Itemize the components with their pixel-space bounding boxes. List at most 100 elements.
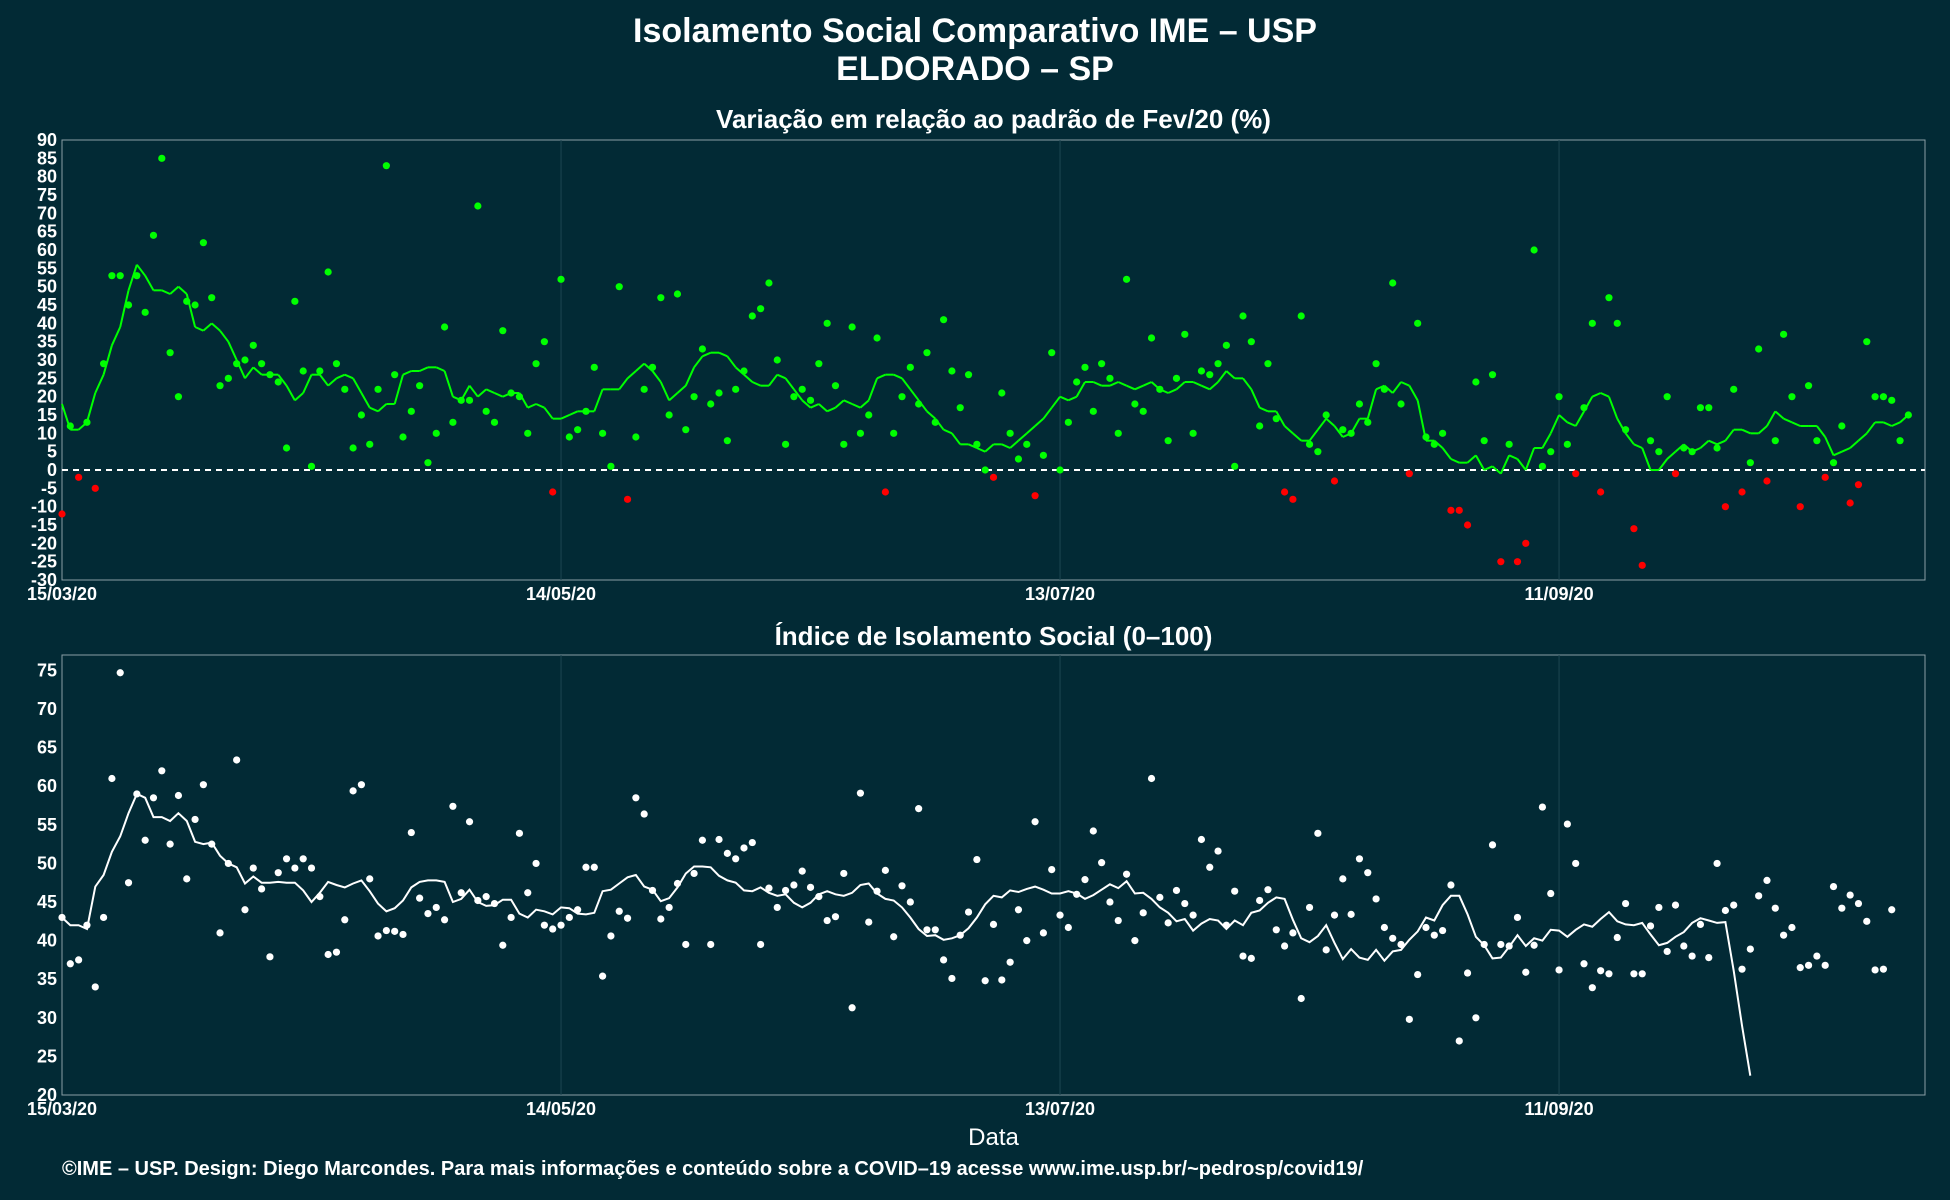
data-point xyxy=(657,294,665,302)
x-axis-label: Data xyxy=(968,1124,1019,1151)
data-point xyxy=(1430,440,1438,448)
moving-average-segment xyxy=(1217,370,1228,383)
moving-average-segment xyxy=(1308,429,1319,442)
data-point xyxy=(748,312,756,320)
data-point xyxy=(615,283,623,291)
y-tick-label: -5 xyxy=(41,478,57,498)
data-point xyxy=(1023,440,1031,448)
data-point xyxy=(1380,923,1388,932)
moving-average-segment xyxy=(943,428,953,435)
data-point xyxy=(457,396,465,404)
moving-average-segment xyxy=(319,374,329,387)
y-tick-label: -25 xyxy=(31,552,57,572)
panel-title: Variação em relação ao padrão de Fev/20 … xyxy=(716,104,1271,134)
moving-average-segment xyxy=(618,377,629,390)
data-point xyxy=(1197,835,1206,844)
data-point xyxy=(1821,473,1829,481)
data-point xyxy=(773,356,781,364)
data-point xyxy=(1114,916,1122,925)
y-tick-label: 75 xyxy=(37,660,57,680)
data-point xyxy=(1829,882,1838,891)
data-point xyxy=(1397,400,1405,408)
data-point xyxy=(1006,958,1014,966)
data-point xyxy=(1813,952,1821,960)
data-point xyxy=(1555,393,1563,401)
data-point xyxy=(1888,396,1896,404)
data-point xyxy=(590,363,598,371)
data-point xyxy=(1472,1014,1480,1022)
data-point xyxy=(873,334,881,342)
data-point xyxy=(1372,895,1380,903)
moving-average-segment xyxy=(1126,384,1136,391)
data-point xyxy=(1322,946,1330,954)
y-tick-label: 40 xyxy=(37,313,57,333)
data-point xyxy=(1197,367,1206,375)
moving-average-segment xyxy=(169,285,180,295)
data-point xyxy=(1280,942,1289,950)
data-point xyxy=(399,433,407,441)
data-point xyxy=(806,396,815,404)
data-point xyxy=(1530,941,1538,949)
moving-average-segment xyxy=(1142,381,1152,387)
data-point xyxy=(75,956,83,964)
data-point xyxy=(1039,451,1048,459)
data-point xyxy=(1497,940,1505,949)
moving-average-segment xyxy=(659,381,671,401)
data-point xyxy=(665,411,673,419)
data-point xyxy=(432,903,440,912)
data-point xyxy=(640,810,648,818)
moving-average-segment xyxy=(1483,465,1493,471)
data-point xyxy=(765,279,773,287)
data-point xyxy=(1272,926,1280,934)
data-point xyxy=(1314,829,1322,837)
moving-average-segment xyxy=(1067,395,1078,402)
data-point xyxy=(391,371,399,379)
data-point xyxy=(1638,561,1646,569)
data-point xyxy=(1314,448,1322,456)
data-point xyxy=(1788,393,1796,401)
data-point xyxy=(490,899,499,908)
y-tick-label: 30 xyxy=(37,1008,57,1028)
data-point xyxy=(1488,841,1497,849)
data-point xyxy=(1272,415,1280,423)
moving-average-segment xyxy=(743,373,753,383)
data-point xyxy=(607,462,615,470)
data-point xyxy=(549,488,557,496)
data-point xyxy=(964,908,973,916)
data-point xyxy=(91,484,99,492)
data-point xyxy=(108,272,116,280)
moving-average-segment xyxy=(826,406,836,413)
data-point xyxy=(1330,911,1339,919)
moving-average-segment xyxy=(626,370,637,380)
data-point xyxy=(1147,774,1156,783)
moving-average-segment xyxy=(651,370,662,383)
data-point xyxy=(1397,940,1405,949)
moving-average-segment xyxy=(1441,447,1452,460)
data-point xyxy=(1605,970,1613,978)
data-point xyxy=(474,896,482,905)
data-point xyxy=(282,855,291,863)
moving-average-segment xyxy=(1524,447,1536,471)
moving-average-segment xyxy=(327,377,338,387)
data-point xyxy=(698,345,707,353)
data-point xyxy=(407,407,415,415)
moving-average-segment xyxy=(859,399,870,409)
data-point xyxy=(341,916,349,924)
data-point xyxy=(1513,558,1522,566)
data-point xyxy=(532,360,540,368)
data-point xyxy=(499,327,507,335)
moving-average-segment xyxy=(1034,417,1045,427)
moving-average-segment xyxy=(676,384,687,394)
data-point xyxy=(1630,525,1638,533)
data-point xyxy=(1222,921,1230,929)
data-point xyxy=(906,363,914,371)
data-point xyxy=(1014,906,1023,914)
moving-average-segment xyxy=(560,414,570,420)
panel-title: Índice de Isolamento Social (0–100) xyxy=(775,621,1213,651)
moving-average-segment xyxy=(801,399,812,409)
data-point xyxy=(1305,440,1314,448)
moving-average-segment xyxy=(1641,447,1652,471)
data-point xyxy=(931,418,939,426)
y-tick-label: 35 xyxy=(37,332,57,352)
data-point xyxy=(133,272,141,280)
